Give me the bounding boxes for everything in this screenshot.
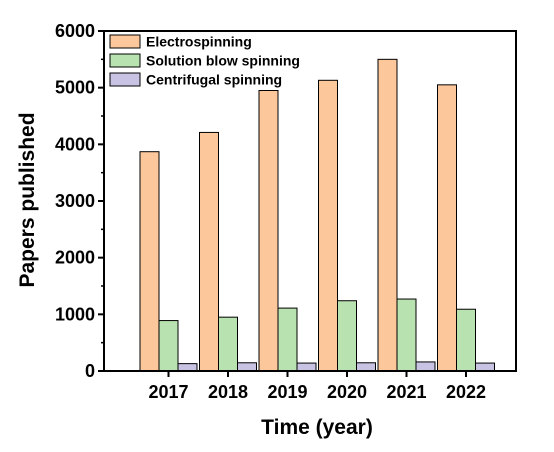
bar-centrifugal-spinning-2021: [415, 361, 436, 372]
y-tick-label: 4000: [55, 134, 95, 154]
y-tick-label: 0: [85, 361, 95, 381]
x-tick-label: 2020: [327, 382, 367, 402]
bar-centrifugal-spinning-2018: [237, 362, 257, 372]
bar-solution-blow-spinning-2021: [396, 298, 417, 372]
bar-electrospinning-2017: [139, 151, 160, 372]
x-tick-label: 2022: [446, 382, 486, 402]
bar-centrifugal-spinning-2017: [177, 363, 198, 372]
bars-layer: [139, 58, 495, 372]
bar-solution-blow-spinning-2020: [337, 300, 357, 372]
bar-solution-blow-spinning-2017: [158, 320, 179, 372]
ticks-layer: 0 1000 2000 3000 4000 5000 6000 2017 2018 2019 202…: [55, 21, 486, 402]
bar-electrospinning-2021: [377, 58, 398, 372]
bar-centrifugal-spinning-2019: [296, 362, 317, 372]
bar-electrospinning-2018: [199, 131, 219, 372]
bar-centrifugal-spinning-2022: [475, 362, 495, 372]
y-tick-label: 3000: [55, 191, 95, 211]
x-tick-label: 2017: [148, 382, 188, 402]
y-tick-label: 5000: [55, 78, 95, 98]
legend-swatch: [109, 72, 141, 87]
legend-swatch: [109, 53, 141, 68]
x-tick-label: 2018: [208, 382, 248, 402]
y-tick-label: 2000: [55, 248, 95, 268]
bar-solution-blow-spinning-2018: [218, 316, 238, 372]
bar-centrifugal-spinning-2020: [356, 362, 376, 372]
legend-swatch: [109, 34, 141, 49]
legend: Electrospinning Solution blow spinning Cen…: [109, 34, 300, 88]
y-tick-label: 1000: [55, 304, 95, 324]
legend-label: Solution blow spinning: [146, 53, 300, 69]
bar-electrospinning-2022: [437, 84, 457, 372]
bar-electrospinning-2019: [258, 90, 279, 372]
legend-label: Electrospinning: [146, 34, 252, 50]
bar-solution-blow-spinning-2022: [456, 308, 476, 372]
bar-solution-blow-spinning-2019: [277, 307, 298, 372]
y-axis-title: Papers published: [16, 112, 39, 287]
x-tick-label: 2021: [386, 382, 426, 402]
x-tick-label: 2019: [267, 382, 307, 402]
bar-electrospinning-2020: [318, 79, 338, 372]
legend-label: Centrifugal spinning: [146, 72, 282, 88]
y-tick-label: 6000: [55, 21, 95, 41]
x-axis-title: Time (year): [261, 416, 373, 439]
